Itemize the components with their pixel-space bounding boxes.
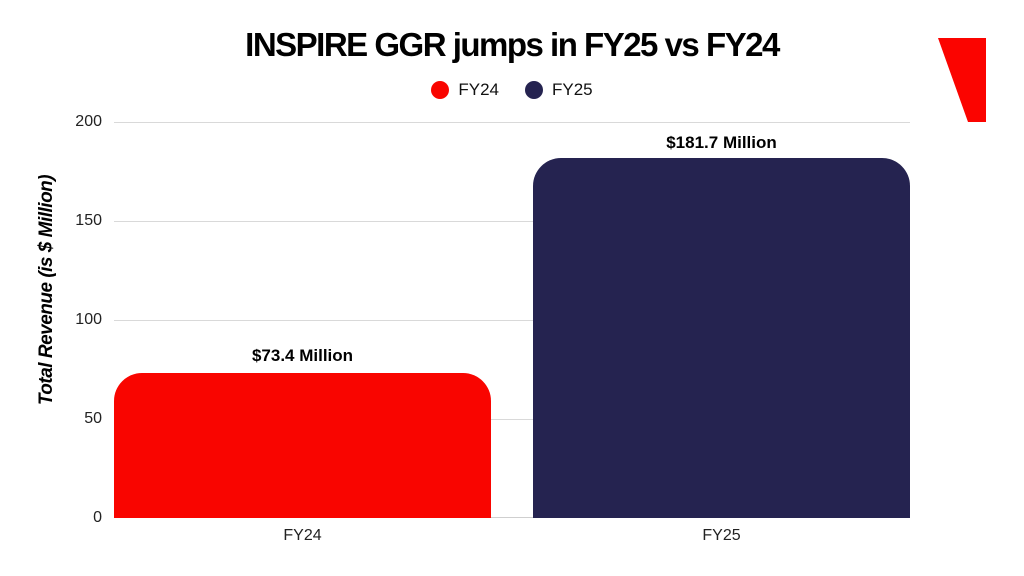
x-tick-fy25: FY25 [702, 527, 741, 544]
y-tick-100: 100 [75, 311, 102, 328]
bar-fy24 [114, 373, 491, 518]
legend-label-fy24: FY24 [458, 80, 499, 99]
y-tick-0: 0 [93, 509, 102, 526]
y-tick-50: 50 [84, 410, 102, 427]
legend-item-fy25: FY25 [525, 80, 593, 100]
gridline-100 [114, 320, 910, 321]
gridline-150 [114, 221, 910, 222]
legend-item-fy24: FY24 [431, 80, 499, 100]
plot-area: $73.4 Million $181.7 Million [114, 122, 910, 518]
bar-fy25 [533, 158, 910, 518]
y-axis-label: Total Revenue (is $ Million) [36, 174, 57, 406]
legend-dot-fy25-icon [525, 81, 543, 99]
x-tick-fy24: FY24 [283, 527, 322, 544]
y-tick-150: 150 [75, 212, 102, 229]
gridline-200 [114, 122, 910, 123]
gridline-50 [114, 419, 910, 420]
corner-logo-shape-icon [938, 38, 986, 122]
legend: FY24 FY25 [0, 80, 1024, 100]
legend-label-fy25: FY25 [552, 80, 593, 99]
bar-label-fy25: $181.7 Million [666, 133, 777, 152]
chart-title: INSPIRE GGR jumps in FY25 vs FY24 [245, 26, 780, 63]
bar-label-fy24: $73.4 Million [251, 346, 354, 365]
gridline-0 [114, 517, 910, 518]
y-tick-200: 200 [75, 113, 102, 130]
legend-dot-fy24-icon [431, 81, 450, 99]
